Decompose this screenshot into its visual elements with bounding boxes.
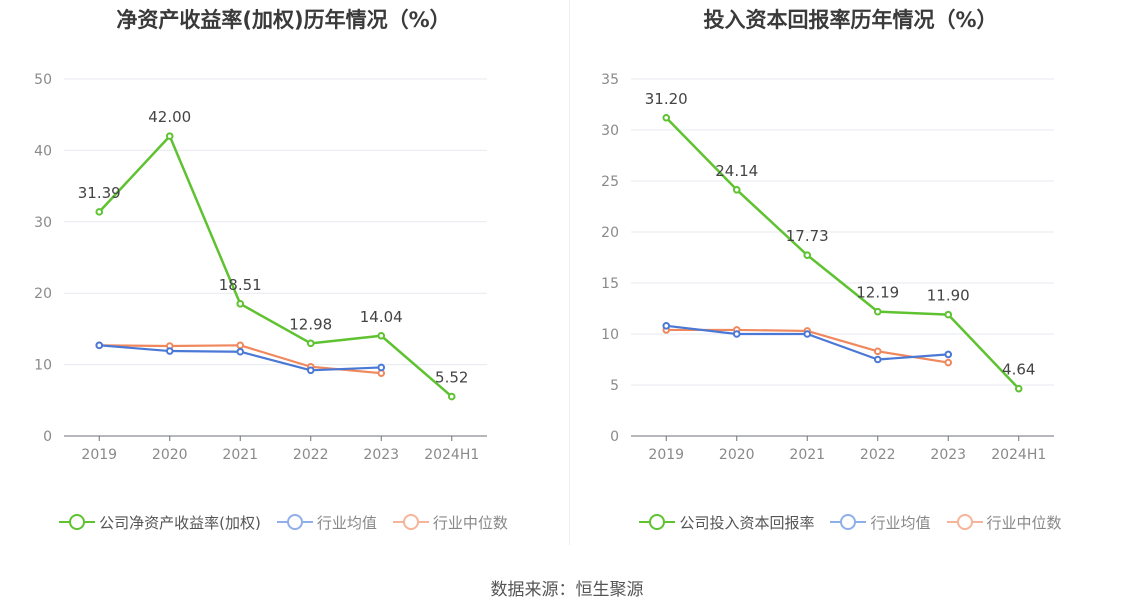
roe-chart-plot: 0 10 20 30 40 50 2019 2020 2021 2022 2023 2024H1 31.… [34,72,487,463]
legend-dot [956,514,973,530]
series-line [665,116,1020,390]
legend-label: 行业均值 [316,513,377,532]
data-point [662,113,671,122]
data-label: 12.98 [289,315,332,333]
legend-marker-icon [946,511,983,533]
legend-label: 行业均值 [870,513,931,532]
data-label: 31.20 [645,90,688,108]
data-point [944,310,953,319]
legend-dot [840,514,857,530]
data-point [377,363,386,372]
data-label: 11.90 [927,287,970,305]
legend-marker-icon [392,511,429,533]
legend-item-industry-mean[interactable]: 行业均值 [276,511,377,533]
x-tick-label: 2023 [363,447,399,463]
roe-chart: 净资产收益率(加权)历年情况（%） 0 10 20 30 40 50 2019 2020 202… [0,0,567,545]
legend-marker-icon [830,511,867,533]
x-tick-label: 2020 [719,447,755,463]
chart-title: 净资产收益率(加权)历年情况（%） [116,8,451,32]
legend-dot [402,514,419,530]
data-point [236,347,245,356]
x-tick-label: 2022 [860,447,896,463]
legend: 公司投入资本回报率 行业均值 行业中位数 [567,511,1134,533]
x-tick-label: 2023 [930,447,966,463]
data-label: 17.73 [786,227,829,245]
panel-divider [569,0,570,545]
data-point [236,341,245,350]
data-label: 5.52 [435,369,468,387]
data-point [95,341,104,350]
legend-item-company-roic[interactable]: 公司投入资本回报率 [639,511,814,533]
data-label: 18.51 [219,276,262,294]
x-tick-label: 2021 [789,447,825,463]
x-tick-label: 2020 [152,447,188,463]
y-tick-label: 30 [34,215,52,231]
data-point [803,251,812,259]
legend-label: 行业中位数 [432,513,508,532]
legend-dot [286,514,303,530]
legend-label: 公司投入资本回报率 [679,513,815,532]
data-point [447,392,456,401]
legend: 公司净资产收益率(加权) 行业均值 行业中位数 [0,511,567,533]
x-tick-label: 2024H1 [991,447,1046,463]
data-point [944,358,953,367]
data-point [306,339,315,348]
y-tick-label: 15 [601,276,619,292]
y-tick-label: 10 [601,327,619,343]
y-tick-label: 50 [34,72,52,88]
data-label: 24.14 [715,162,758,180]
series-line [98,134,453,398]
y-tick-label: 35 [601,72,619,88]
data-point [95,208,104,216]
y-tick-label: 20 [601,225,619,241]
data-point [236,300,245,308]
data-point [732,185,741,194]
data-point [732,330,741,338]
roic-chart-plot: 0 5 10 15 20 25 30 35 2019 2020 2021 2022 2023 2024H1… [601,72,1054,463]
y-tick-label: 0 [43,429,52,445]
data-point [306,366,315,375]
data-point [165,347,174,355]
y-tick-label: 10 [34,358,52,374]
legend-dot [649,514,666,530]
legend-marker-icon [639,511,676,533]
x-tick-label: 2019 [81,447,117,463]
data-point [165,132,174,140]
data-label: 14.04 [360,308,403,326]
roic-chart: 投入资本回报率历年情况（%） 0 5 10 15 20 25 30 35 2019 2020 202… [567,0,1134,545]
data-point [803,330,812,338]
data-label: 42.00 [148,108,191,126]
data-point [1014,384,1023,393]
data-label: 12.19 [856,284,899,302]
data-source-footer: 数据来源：恒生聚源 [490,580,644,600]
legend-label: 行业中位数 [986,513,1062,532]
legend-marker-icon [276,511,313,533]
data-point [873,355,882,364]
x-tick-label: 2021 [222,447,258,463]
chart-title: 投入资本回报率历年情况（%） [703,8,998,32]
legend-marker-icon [59,511,96,533]
data-point [944,350,953,359]
data-point [873,347,882,356]
x-tick-label: 2022 [293,447,329,463]
y-tick-label: 20 [34,286,52,302]
data-point [377,331,386,340]
x-tick-label: 2019 [648,447,684,463]
y-tick-label: 40 [34,143,52,159]
data-point [873,307,882,316]
data-point [662,322,671,330]
y-tick-label: 30 [601,123,619,139]
y-tick-label: 25 [601,174,619,190]
y-tick-label: 5 [610,378,619,394]
legend-item-industry-median[interactable]: 行业中位数 [392,511,508,533]
x-tick-label: 2024H1 [424,447,479,463]
legend-item-company-roe[interactable]: 公司净资产收益率(加权) [59,511,261,533]
legend-dot [69,514,86,530]
data-label: 31.39 [78,184,121,202]
y-tick-label: 0 [610,429,619,445]
legend-label: 公司净资产收益率(加权) [99,513,261,532]
legend-item-industry-median[interactable]: 行业中位数 [946,511,1062,533]
data-label: 4.64 [1002,361,1035,379]
legend-item-industry-mean[interactable]: 行业均值 [830,511,931,533]
